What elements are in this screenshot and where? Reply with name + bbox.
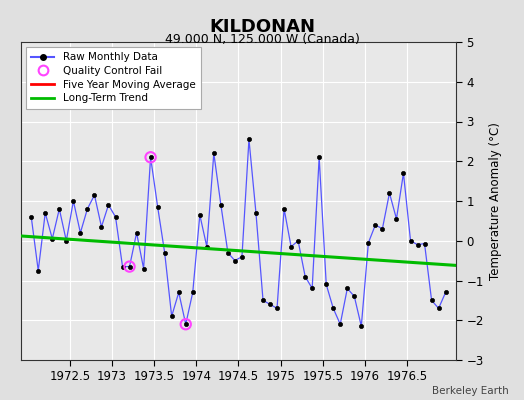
Text: Berkeley Earth: Berkeley Earth: [432, 386, 508, 396]
Text: KILDONAN: KILDONAN: [209, 18, 315, 36]
Point: [181, 321, 190, 328]
Y-axis label: Temperature Anomaly (°C): Temperature Anomaly (°C): [489, 122, 502, 280]
Point: [125, 263, 134, 270]
Legend: Raw Monthly Data, Quality Control Fail, Five Year Moving Average, Long-Term Tren: Raw Monthly Data, Quality Control Fail, …: [26, 47, 201, 108]
Point: [146, 154, 155, 160]
Text: 49.000 N, 125.000 W (Canada): 49.000 N, 125.000 W (Canada): [165, 33, 359, 46]
